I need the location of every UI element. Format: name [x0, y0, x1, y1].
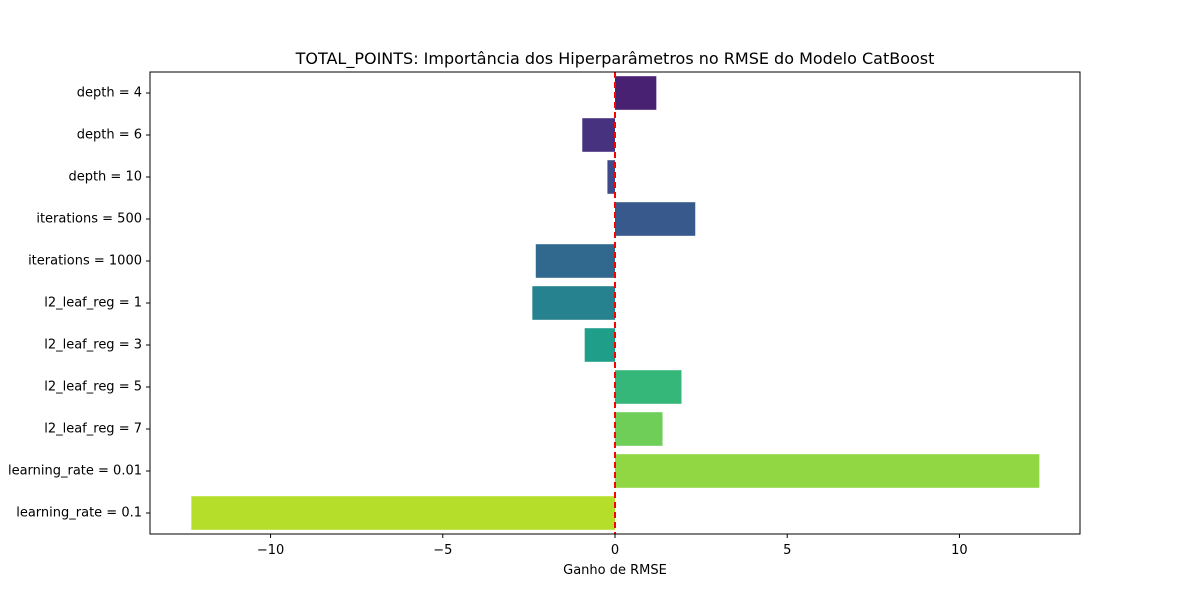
plot-area: depth = 4 depth = 6 depth = 10 iterations =…: [8, 71, 1081, 558]
bar-4: [535, 244, 615, 278]
bar-10: [191, 496, 616, 530]
y-tick-label-10: learning_rate = 0.1: [16, 506, 142, 521]
bar-7: [615, 370, 682, 404]
bar-5: [532, 286, 615, 320]
y-tick-label-2: depth = 10: [68, 170, 142, 185]
y-tick-label-1: depth = 6: [77, 128, 142, 143]
bars-group: [191, 76, 1040, 530]
x-tick-label-1: −5: [433, 543, 452, 558]
x-tick-label-4: 10: [951, 543, 968, 558]
y-tick-label-9: learning_rate = 0.01: [8, 464, 142, 479]
x-axis-label: Ganho de RMSE: [563, 563, 667, 578]
y-tick-label-4: iterations = 1000: [28, 254, 142, 269]
x-tick-label-2: 0: [611, 543, 619, 558]
y-axis: depth = 4 depth = 6 depth = 10 iterations =…: [8, 86, 150, 521]
bar-3: [615, 202, 696, 236]
y-tick-label-8: l2_leaf_reg = 7: [44, 422, 142, 437]
bar-1: [582, 118, 615, 152]
y-tick-label-7: l2_leaf_reg = 5: [44, 380, 142, 395]
x-tick-label-3: 5: [783, 543, 791, 558]
y-tick-label-0: depth = 4: [77, 86, 142, 101]
bar-6: [584, 328, 615, 362]
bar-2: [607, 160, 615, 194]
y-tick-label-3: iterations = 500: [36, 212, 142, 227]
y-tick-label-5: l2_leaf_reg = 1: [44, 296, 142, 311]
y-tick-label-6: l2_leaf_reg = 3: [44, 338, 142, 353]
bar-8: [615, 412, 663, 446]
chart-title: TOTAL_POINTS: Importância dos Hiperparâm…: [295, 49, 935, 69]
bar-0: [615, 76, 657, 110]
x-tick-label-0: −10: [257, 543, 284, 558]
bar-9: [615, 454, 1040, 488]
x-axis: −10 −5 0 5 10: [257, 534, 968, 558]
